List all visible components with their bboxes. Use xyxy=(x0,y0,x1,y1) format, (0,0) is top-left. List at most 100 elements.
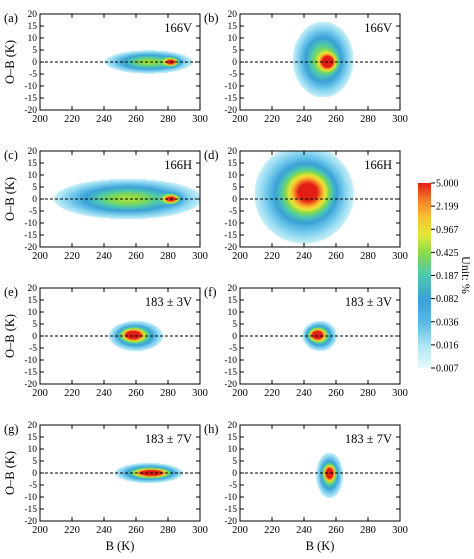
x-tick-label: 220 xyxy=(264,251,280,262)
x-tick-label: 240 xyxy=(96,251,112,262)
x-tick-label: 280 xyxy=(360,525,376,536)
colorbar-tick-label: 0.082 xyxy=(436,294,459,305)
y-tick-label: -15 xyxy=(24,505,37,515)
colorbar-tick-label: 0.036 xyxy=(436,317,459,328)
y-tick-label: -5 xyxy=(29,344,37,354)
x-tick-label: 280 xyxy=(160,251,176,262)
x-tick-label: 200 xyxy=(32,388,48,399)
y-tick-label: -10 xyxy=(24,493,37,503)
y-tick-label: 15 xyxy=(228,433,238,443)
colorbar-scale xyxy=(418,183,431,368)
x-axis-label: B (K) xyxy=(306,539,335,553)
colorbar-tick-label: 0.187 xyxy=(436,271,459,282)
y-tick-label: 15 xyxy=(228,22,238,32)
x-tick-label: 240 xyxy=(296,388,312,399)
y-tick-label: -20 xyxy=(24,380,37,390)
channel-label: 183 ± 7V xyxy=(345,432,392,446)
y-tick-label: -15 xyxy=(224,505,237,515)
x-axis-label: B (K) xyxy=(106,539,135,553)
y-tick-label: -15 xyxy=(24,94,37,104)
panel-label: (h) xyxy=(204,422,219,436)
y-tick-label: -5 xyxy=(229,70,237,80)
x-tick-label: 220 xyxy=(64,251,80,262)
y-tick-label: -20 xyxy=(224,106,237,116)
channel-label: 183 ± 3V xyxy=(345,295,392,309)
x-tick-label: 200 xyxy=(232,114,248,125)
y-tick-label: -20 xyxy=(24,243,37,253)
channel-label: 166H xyxy=(364,158,392,172)
x-tick-label: 240 xyxy=(296,114,312,125)
x-tick-label: 240 xyxy=(296,525,312,536)
y-tick-label: 15 xyxy=(228,296,238,306)
x-tick-label: 200 xyxy=(232,525,248,536)
x-tick-label: 280 xyxy=(360,251,376,262)
panel-label: (g) xyxy=(4,422,19,436)
y-tick-label: 5 xyxy=(32,457,37,467)
y-tick-label: -15 xyxy=(224,94,237,104)
y-tick-label: 15 xyxy=(28,296,38,306)
y-tick-label: -5 xyxy=(229,207,237,217)
x-tick-label: 220 xyxy=(264,114,280,125)
y-tick-label: 5 xyxy=(232,183,237,193)
y-tick-label: -15 xyxy=(224,368,237,378)
y-tick-label: -20 xyxy=(24,106,37,116)
x-tick-label: 200 xyxy=(32,114,48,125)
y-tick-label: 10 xyxy=(228,34,238,44)
channel-label: 183 ± 3V xyxy=(145,295,192,309)
x-tick-label: 240 xyxy=(96,114,112,125)
y-tick-label: 10 xyxy=(28,308,38,318)
y-tick-label: -5 xyxy=(29,207,37,217)
x-tick-label: 280 xyxy=(360,114,376,125)
y-tick-label: 20 xyxy=(28,147,38,157)
channel-label: 166V xyxy=(364,21,392,35)
y-tick-label: 20 xyxy=(228,10,238,20)
y-tick-label: -20 xyxy=(224,517,237,527)
y-tick-label: -10 xyxy=(224,493,237,503)
y-axis-label: O–B (K) xyxy=(3,177,17,221)
x-tick-label: 280 xyxy=(160,525,176,536)
x-tick-label: 220 xyxy=(264,388,280,399)
colorbar-label: Unit: % xyxy=(459,256,473,294)
y-tick-label: -15 xyxy=(224,231,237,241)
y-tick-label: 10 xyxy=(28,34,38,44)
y-tick-label: -5 xyxy=(229,344,237,354)
x-tick-label: 200 xyxy=(32,525,48,536)
y-tick-label: 20 xyxy=(28,421,38,431)
colorbar: 5.000 2.199 0.967 0.425 0.187 0.082 0.036 0.016… xyxy=(418,179,473,375)
x-tick-label: 200 xyxy=(232,388,248,399)
x-tick-label: 280 xyxy=(160,114,176,125)
y-tick-label: 10 xyxy=(28,171,38,181)
y-tick-label: 20 xyxy=(228,421,238,431)
x-tick-label: 240 xyxy=(96,388,112,399)
y-tick-label: 10 xyxy=(228,171,238,181)
y-tick-label: -10 xyxy=(224,356,237,366)
x-tick-label: 280 xyxy=(360,388,376,399)
colorbar-tick-label: 0.425 xyxy=(436,248,459,259)
panel-label: (e) xyxy=(4,285,18,299)
y-tick-label: -20 xyxy=(224,243,237,253)
x-tick-label: 260 xyxy=(128,251,144,262)
y-axis-label: O–B (K) xyxy=(3,40,17,84)
y-tick-label: 20 xyxy=(28,10,38,20)
x-tick-label: 240 xyxy=(96,525,112,536)
y-tick-label: -10 xyxy=(224,82,237,92)
colorbar-tick-label: 2.199 xyxy=(436,202,459,213)
x-tick-label: 300 xyxy=(192,114,208,125)
x-tick-label: 300 xyxy=(192,525,208,536)
y-axis-label: O–B (K) xyxy=(3,451,17,495)
colorbar-tick-label: 0.007 xyxy=(436,364,459,375)
x-tick-label: 240 xyxy=(296,251,312,262)
y-tick-label: -15 xyxy=(24,231,37,241)
y-tick-label: 5 xyxy=(232,320,237,330)
y-tick-label: 20 xyxy=(28,284,38,294)
y-tick-label: -5 xyxy=(29,481,37,491)
x-tick-label: 300 xyxy=(392,114,408,125)
